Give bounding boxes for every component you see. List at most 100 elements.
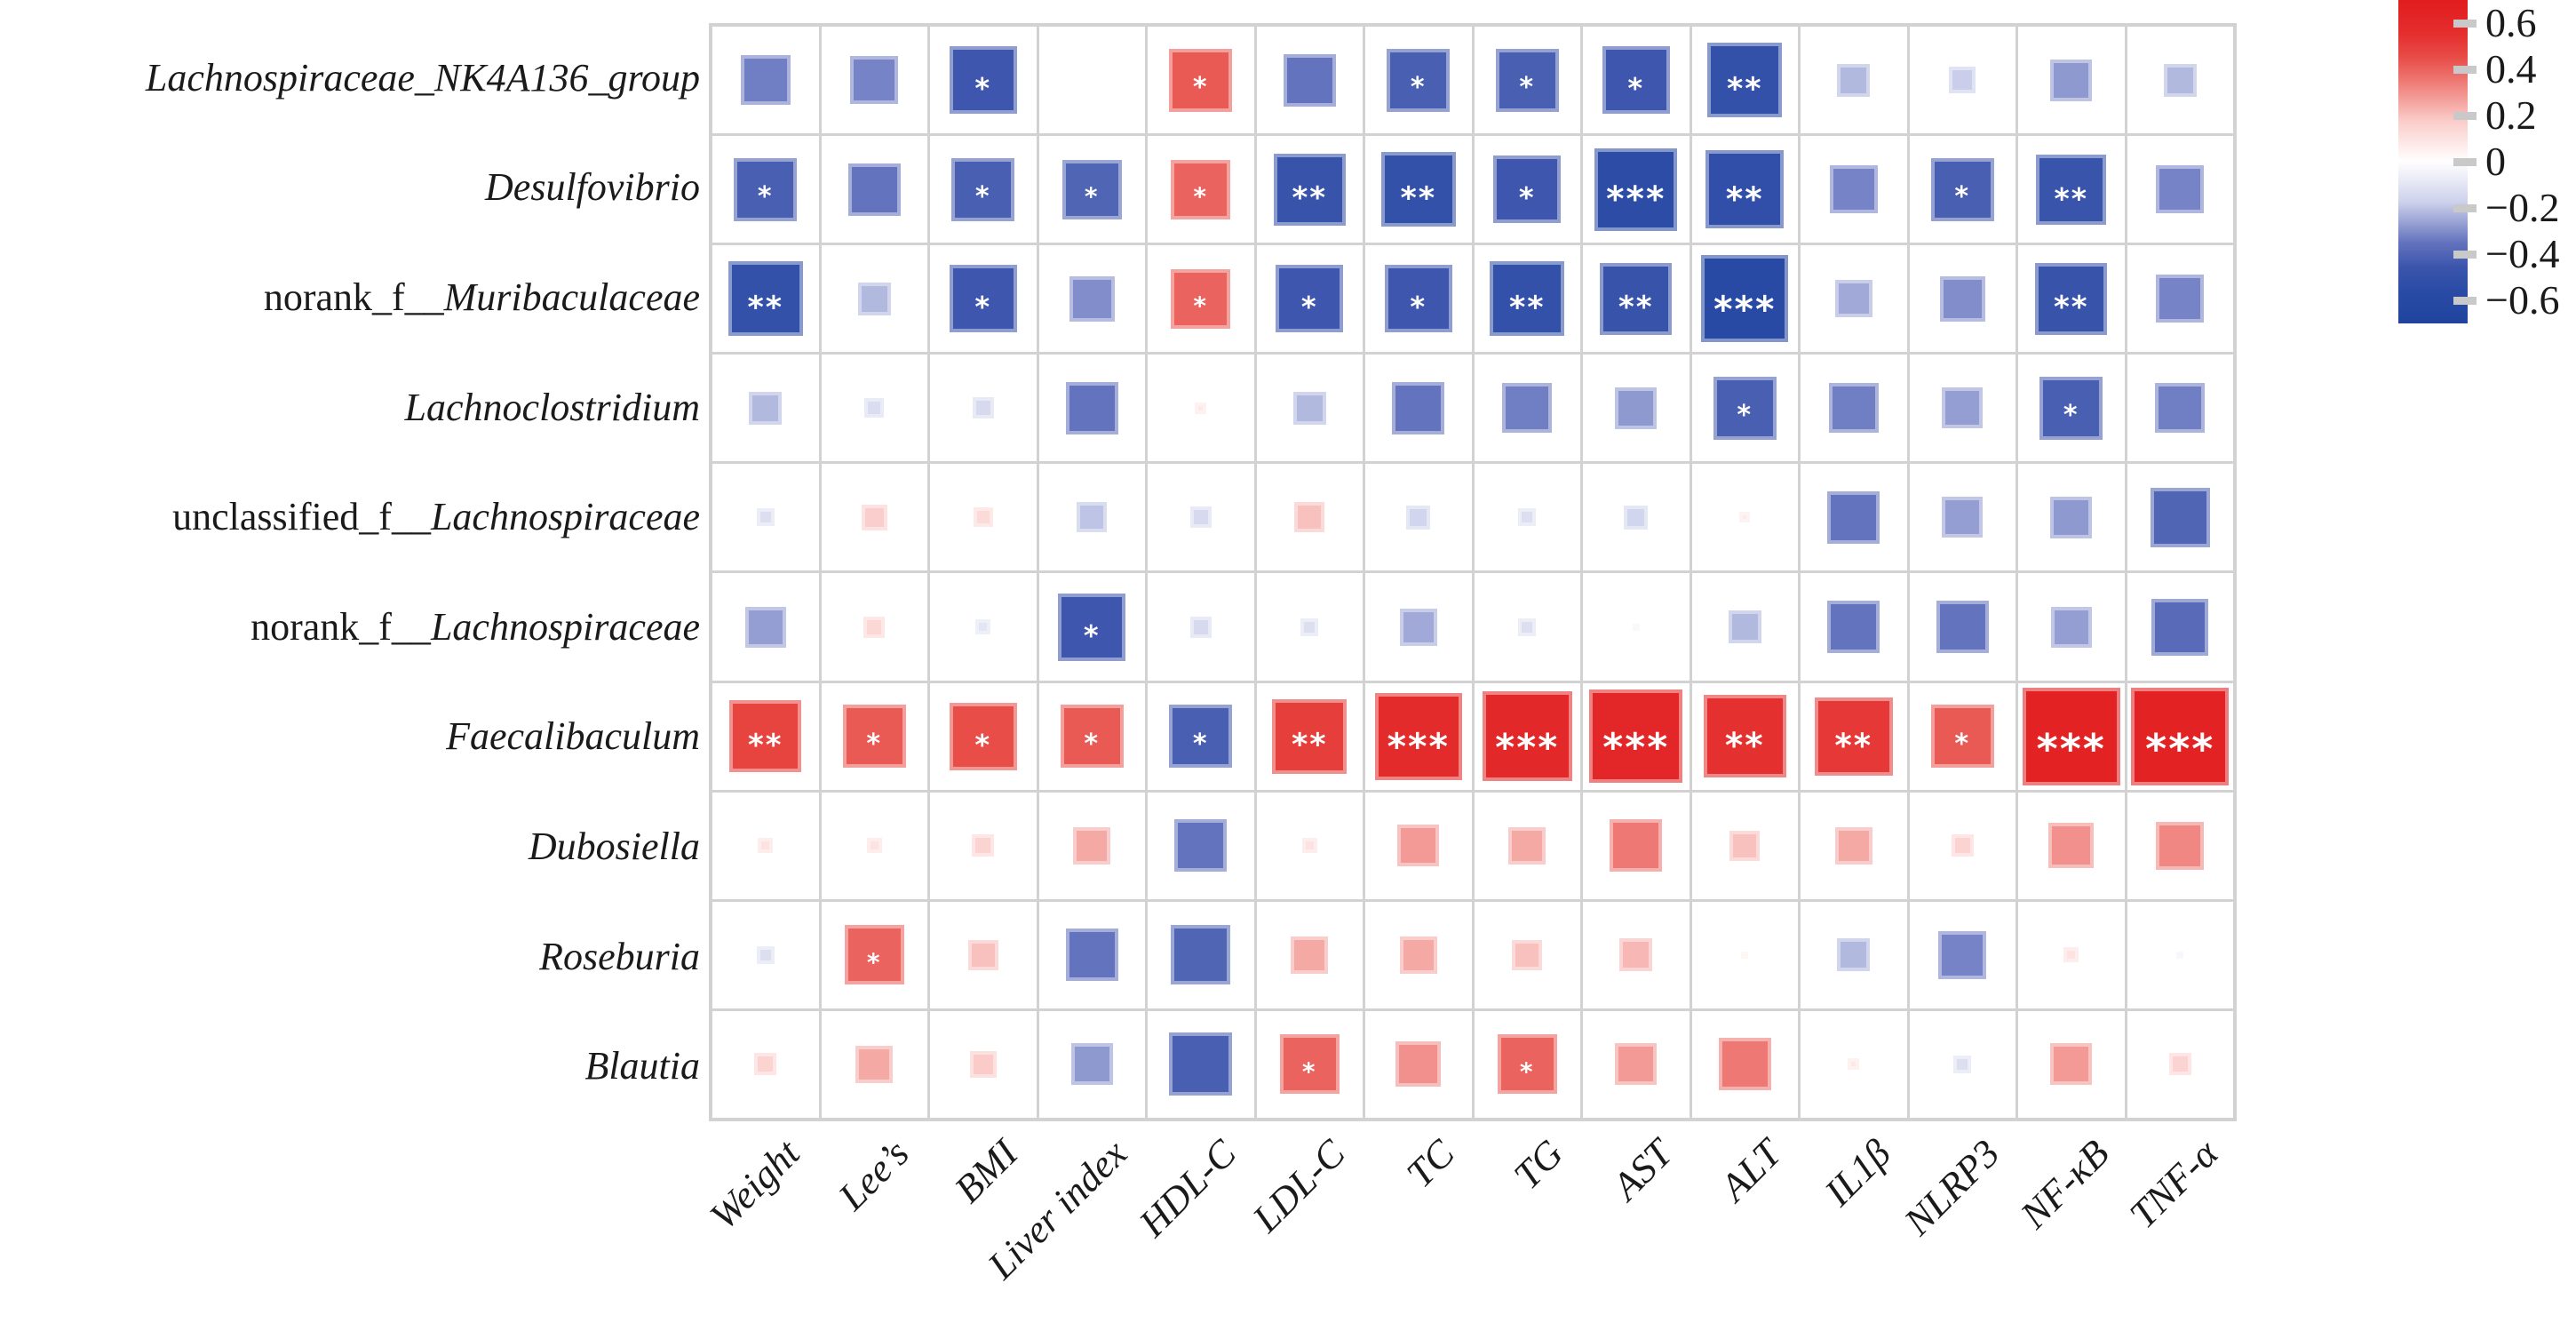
heatmap-cell: [1691, 573, 1798, 681]
correlation-square: [1951, 834, 1974, 857]
correlation-square: [972, 834, 995, 857]
heatmap-cell: *: [1148, 136, 1254, 243]
heatmap-cell: [1365, 901, 1472, 1008]
correlation-square: [2050, 1043, 2093, 1086]
correlation-square: [2063, 947, 2079, 963]
heatmap-cell: [930, 464, 1037, 571]
heatmap-cell: [1583, 792, 1690, 899]
row-label: norank_f__Lachnospiraceae: [250, 603, 700, 651]
correlation-square: **: [2035, 262, 2108, 335]
heatmap-cell: [1256, 464, 1363, 571]
heatmap-cell: [1909, 245, 2015, 353]
correlation-square: [1949, 67, 1976, 94]
heatmap-cell: [1909, 464, 2015, 571]
row-label: Faecalibaculum: [446, 713, 700, 761]
correlation-square: ***: [2022, 687, 2120, 785]
significance-stars: **: [1618, 290, 1654, 326]
correlation-square: **: [1380, 152, 1456, 227]
correlation-square: [861, 504, 887, 530]
heatmap-cell: [1256, 355, 1363, 462]
heatmap-cell: [821, 245, 927, 353]
heatmap-cell: [1583, 901, 1690, 1008]
column-label: ALT: [1712, 1131, 1791, 1209]
correlation-square: *: [1497, 1034, 1557, 1095]
correlation-square: [2163, 63, 2197, 97]
heatmap-cell: [1038, 245, 1145, 353]
correlation-square: *: [1493, 155, 1562, 224]
correlation-square: [1828, 383, 1879, 434]
heatmap-cell: [1909, 27, 2015, 134]
correlation-square: *: [1061, 159, 1122, 219]
correlation-square: [749, 391, 783, 425]
correlation-square: ***: [1482, 691, 1572, 782]
heatmap-cell: [2018, 901, 2125, 1008]
heatmap-cell: [1256, 792, 1363, 899]
row-label-prefix: norank_f__: [250, 604, 431, 649]
correlation-square: [1069, 275, 1115, 322]
correlation-square: [1942, 497, 1984, 538]
heatmap-cell: *: [821, 901, 927, 1008]
correlation-square: [2050, 59, 2093, 101]
heatmap-cell: ***: [2018, 682, 2125, 790]
heatmap-cell: [2127, 245, 2233, 353]
row-label: Desulfovibrio: [485, 163, 700, 211]
heatmap-cell: *: [1256, 245, 1363, 353]
correlation-square: **: [1705, 150, 1785, 229]
heatmap-cell: [1474, 901, 1580, 1008]
correlation-square: [1942, 387, 1984, 429]
correlation-square: [1294, 502, 1325, 533]
significance-stars: **: [1726, 71, 1763, 108]
correlation-square: **: [1273, 153, 1346, 226]
heatmap-cell: [930, 901, 1037, 1008]
heatmap-cell: *: [930, 27, 1037, 134]
column-label: TC: [1397, 1131, 1463, 1197]
legend-tick-label: 0.6: [2485, 0, 2537, 45]
heatmap-cell: ***: [1691, 245, 1798, 353]
heatmap-cell: [930, 792, 1037, 899]
legend-tick-label: −0.2: [2485, 185, 2560, 230]
correlation-square: [1837, 63, 1871, 97]
correlation-square: [1718, 1038, 1771, 1091]
correlation-square: [756, 945, 775, 964]
correlation-square: [2156, 821, 2205, 870]
column-label: Weight: [701, 1131, 808, 1239]
correlation-square: **: [1600, 262, 1673, 335]
row-label-prefix: norank_f__: [263, 275, 444, 319]
correlation-square: **: [727, 261, 803, 337]
correlation-square: *: [1384, 265, 1452, 333]
correlation-square: [1292, 391, 1326, 425]
heatmap-cell: [1365, 792, 1472, 899]
row-label-prefix: unclassified_f__: [172, 495, 431, 539]
legend-tick: [2453, 158, 2477, 166]
correlation-square: *: [949, 702, 1017, 770]
heatmap-cell: [821, 464, 927, 571]
correlation-square: [1171, 925, 1231, 985]
correlation-square: [1392, 381, 1445, 434]
correlation-square: *: [734, 157, 798, 221]
heatmap-cell: [1148, 792, 1254, 899]
correlation-square: [1619, 938, 1653, 972]
heatmap-cell: [1256, 27, 1363, 134]
heatmap-cell: ***: [1365, 682, 1472, 790]
correlation-square: ***: [2131, 687, 2230, 785]
legend-tick: [2453, 297, 2477, 305]
correlation-square: [1065, 381, 1118, 434]
correlation-square: [969, 1050, 997, 1078]
row-label: Roseburia: [539, 933, 700, 981]
correlation-square: *: [951, 157, 1015, 221]
column-label: NLRP3: [1896, 1131, 2008, 1244]
correlation-square: [2050, 496, 2093, 538]
heatmap-cell: [2127, 355, 2233, 462]
correlation-square: **: [1814, 697, 1893, 776]
correlation-square: [850, 56, 899, 105]
heatmap-cell: **: [712, 245, 819, 353]
heatmap-cell: [1148, 464, 1254, 571]
column-label: HDL-C: [1130, 1131, 1244, 1246]
heatmap-cell: *: [1583, 27, 1690, 134]
heatmap-cell: [821, 792, 927, 899]
correlation-square: [1939, 275, 1985, 322]
heatmap-grid: * * * * * ** * * * * ** ** * *** ** * ** ** * * * * ** ** *** ** *…: [709, 23, 2237, 1121]
heatmap-cell: [1038, 1010, 1145, 1118]
correlation-square: *: [1713, 376, 1777, 440]
